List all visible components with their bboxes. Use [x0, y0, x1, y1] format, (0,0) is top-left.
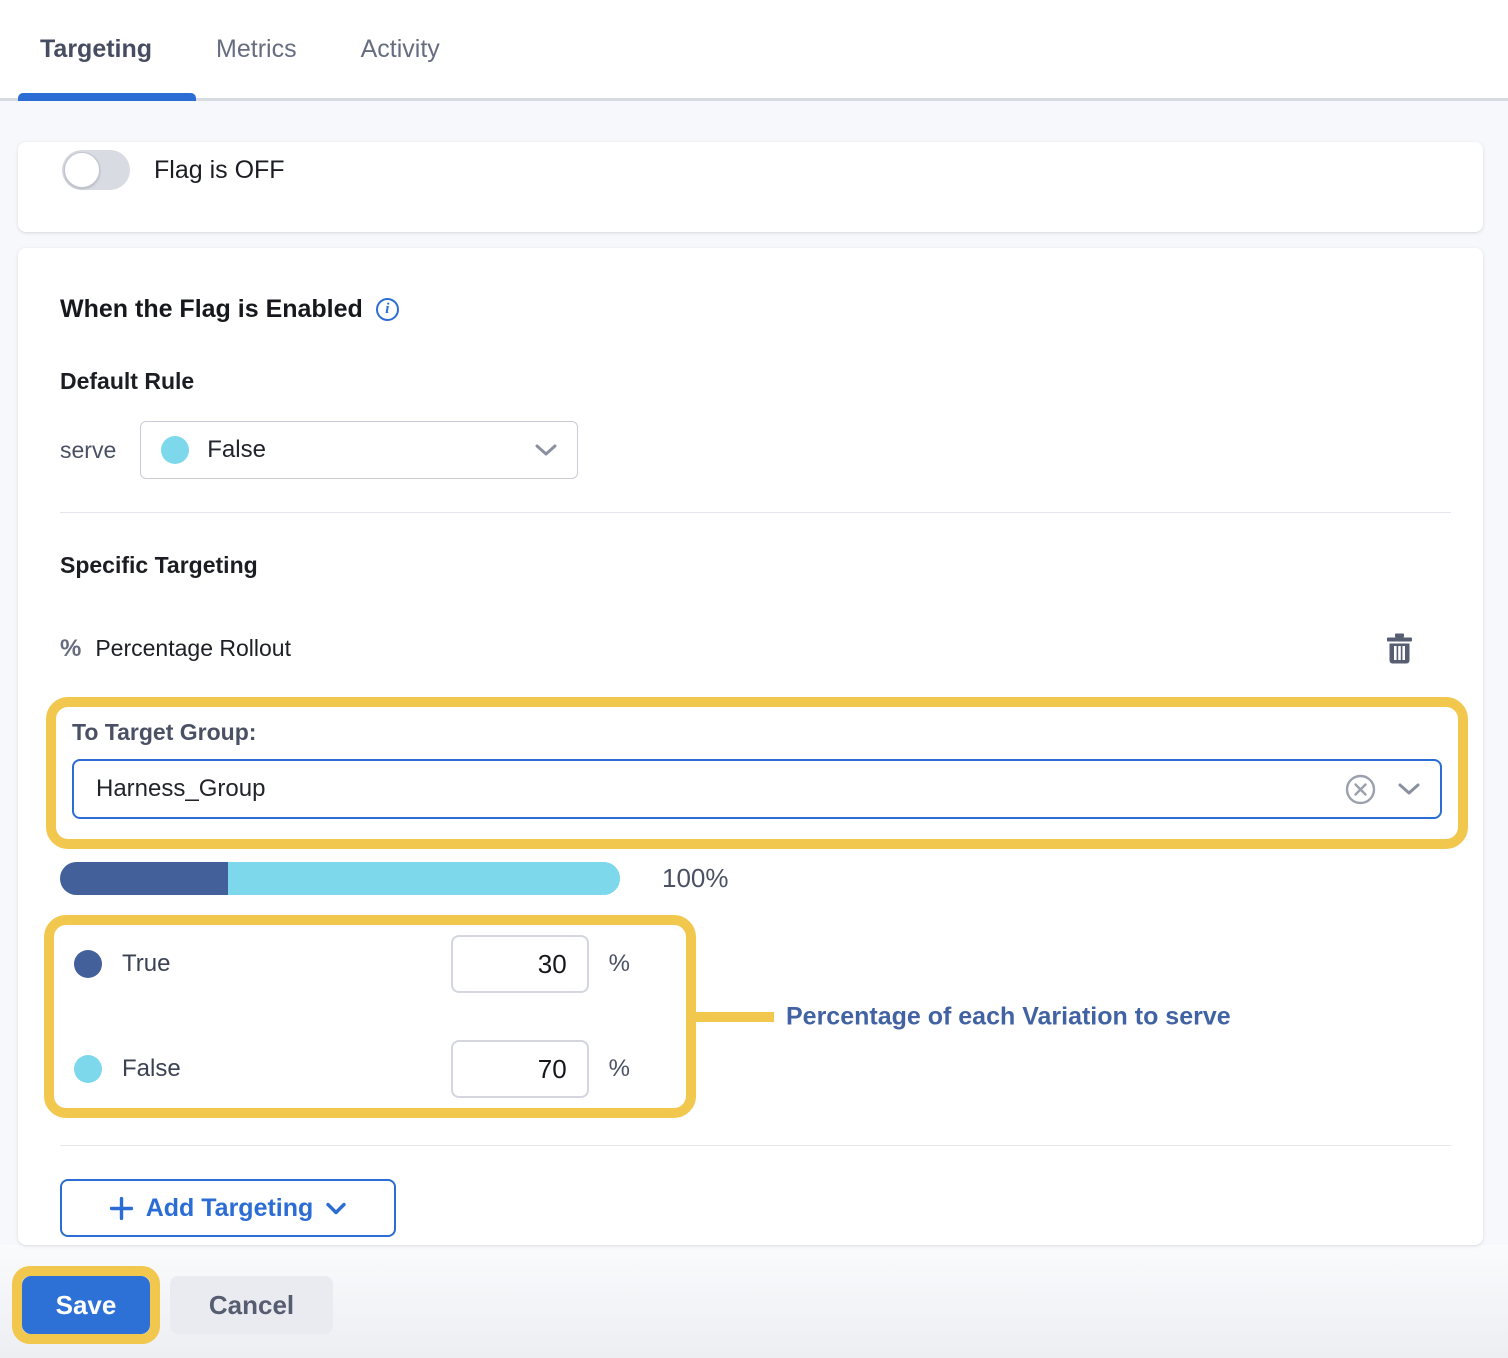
- target-group-highlight-box: To Target Group: Harness_Group: [46, 697, 1468, 849]
- variation-row-true: True %: [74, 935, 630, 993]
- info-icon[interactable]: i: [375, 298, 399, 321]
- flag-status-label: Flag is OFF: [154, 155, 285, 184]
- chevron-down-icon: [535, 443, 557, 457]
- flag-status-card: Flag is OFF: [18, 142, 1483, 232]
- flag-toggle[interactable]: [62, 150, 130, 190]
- variation-row-false: False %: [74, 1040, 630, 1098]
- save-highlight-ring: Save: [12, 1266, 160, 1344]
- variation-weight-input-true[interactable]: [450, 935, 589, 993]
- percent-icon: %: [60, 634, 82, 662]
- progress-segment-false: [228, 862, 620, 895]
- target-group-field[interactable]: Harness_Group: [72, 759, 1442, 819]
- add-targeting-label: Add Targeting: [145, 1193, 314, 1222]
- section-divider: [60, 512, 1451, 513]
- trash-icon[interactable]: [1386, 633, 1413, 664]
- specific-targeting-heading: Specific Targeting: [60, 552, 258, 578]
- active-tab-underline: [18, 93, 196, 101]
- default-variation-select[interactable]: False: [140, 421, 579, 479]
- percent-unit-label: %: [608, 1055, 630, 1082]
- targeting-rules-card: When the Flag is Enabled i Default Rule …: [18, 248, 1483, 1245]
- serve-label: serve: [60, 436, 117, 463]
- enabled-section-title: When the Flag is Enabled: [60, 295, 363, 323]
- clear-icon[interactable]: [1345, 774, 1376, 805]
- rollout-progress-bar: [60, 862, 620, 895]
- chevron-down-icon[interactable]: [1398, 782, 1420, 796]
- default-variation-value: False: [207, 436, 266, 463]
- target-group-label: To Target Group:: [72, 719, 257, 745]
- variation-name: False: [122, 1055, 181, 1082]
- tab-targeting[interactable]: Targeting: [40, 34, 153, 63]
- variation-annotation: Percentage of each Variation to serve: [786, 1002, 1231, 1030]
- save-button[interactable]: Save: [22, 1276, 150, 1334]
- variation-false-dot: [161, 436, 190, 464]
- footer-actions: Save Cancel: [0, 1245, 1508, 1358]
- rollout-total-label: 100%: [662, 863, 729, 893]
- cancel-button[interactable]: Cancel: [170, 1276, 333, 1334]
- tab-metrics[interactable]: Metrics: [216, 34, 297, 63]
- plus-icon: [109, 1196, 133, 1220]
- progress-segment-true: [60, 862, 228, 895]
- add-targeting-button[interactable]: Add Targeting: [60, 1179, 396, 1237]
- percentage-rollout-label: Percentage Rollout: [95, 635, 291, 661]
- variation-weight-input-false[interactable]: [450, 1040, 589, 1098]
- section-divider: [60, 1145, 1451, 1146]
- variation-name: True: [122, 950, 171, 977]
- percent-unit-label: %: [608, 950, 630, 977]
- tab-bar: Targeting Metrics Activity: [0, 0, 1508, 101]
- target-group-value: Harness_Group: [96, 775, 266, 802]
- chevron-down-icon: [326, 1202, 346, 1215]
- variation-true-dot: [74, 950, 102, 978]
- variations-highlight-box: True % False % Percentage of each Variat…: [44, 915, 1231, 1118]
- variation-false-dot: [74, 1055, 102, 1083]
- flag-toggle-knob: [64, 152, 100, 188]
- tab-activity[interactable]: Activity: [360, 34, 440, 63]
- main-content: Flag is OFF When the Flag is Enabled i D…: [0, 101, 1508, 1245]
- default-rule-heading: Default Rule: [60, 368, 195, 394]
